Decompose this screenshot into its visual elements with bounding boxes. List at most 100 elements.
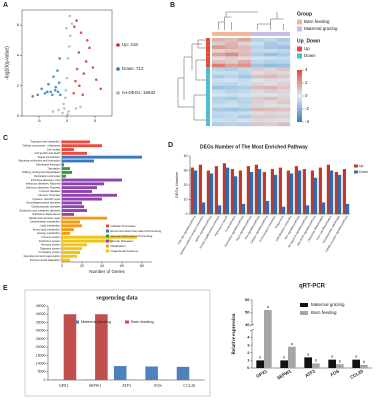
heat-cell bbox=[225, 53, 238, 57]
heat-cell bbox=[238, 115, 251, 119]
bar bbox=[62, 140, 90, 143]
y-tick-label: Infectious diseases: Bacterial bbox=[26, 182, 61, 186]
bar bbox=[194, 171, 197, 215]
heat-cell bbox=[238, 71, 251, 75]
y-tick-label: Substance dependence bbox=[32, 212, 61, 216]
bar bbox=[62, 217, 107, 220]
heat-cell bbox=[277, 97, 290, 101]
bar bbox=[258, 169, 261, 214]
heat-cell bbox=[264, 115, 277, 119]
heat-cell bbox=[225, 60, 238, 64]
heat-cell bbox=[225, 67, 238, 71]
class-bar bbox=[206, 67, 210, 71]
point bbox=[86, 39, 89, 42]
heat-cell bbox=[251, 49, 264, 53]
group-bar bbox=[238, 32, 251, 36]
y-tick-label: 40 bbox=[184, 154, 188, 158]
bar bbox=[191, 168, 194, 214]
y-tick-label: Nervous system bbox=[41, 243, 61, 247]
heat-cell bbox=[251, 122, 264, 126]
heat-cell bbox=[251, 53, 264, 57]
heat-cell bbox=[238, 45, 251, 49]
heat-cell bbox=[212, 122, 225, 126]
heat-cell bbox=[264, 64, 277, 68]
y-axis-label: Relative expression bbox=[232, 313, 237, 354]
y-tick-label: Membrane transport bbox=[36, 163, 60, 167]
y-tick-label: 25000 bbox=[36, 337, 46, 341]
heat-cell bbox=[277, 64, 290, 68]
bar bbox=[298, 171, 301, 215]
heat-cell bbox=[225, 97, 238, 101]
heat-cell bbox=[225, 100, 238, 104]
legend-swatch bbox=[106, 230, 109, 233]
legend-label: Genetic Information Processing bbox=[111, 234, 153, 238]
bar bbox=[336, 364, 344, 368]
heat-cell bbox=[225, 93, 238, 97]
heat-cell bbox=[212, 104, 225, 108]
chart-title: qRT-PCR bbox=[299, 284, 326, 290]
heat-cell bbox=[238, 75, 251, 79]
scale-tick-label: 4 bbox=[305, 67, 308, 72]
heat-cell bbox=[251, 111, 264, 115]
heat-cell bbox=[251, 108, 264, 112]
bar bbox=[312, 363, 320, 368]
x-tick-label: ATF3 bbox=[304, 368, 316, 378]
point bbox=[57, 90, 60, 93]
legend-swatch bbox=[116, 67, 120, 71]
heat-cell bbox=[238, 89, 251, 93]
class-bar bbox=[206, 111, 210, 115]
point bbox=[56, 69, 59, 72]
heat-cell bbox=[251, 93, 264, 97]
bar bbox=[239, 171, 242, 215]
heat-cell bbox=[238, 122, 251, 126]
point bbox=[64, 97, 67, 100]
point bbox=[59, 94, 62, 97]
y-tick-label: Amino acid metabolism bbox=[33, 227, 62, 231]
bar bbox=[62, 228, 74, 231]
bar bbox=[280, 360, 288, 368]
color-scale bbox=[297, 70, 302, 122]
bar bbox=[199, 165, 202, 214]
heat-cell bbox=[264, 93, 277, 97]
heat-cell bbox=[251, 64, 264, 68]
y-tick-label: Global and overview maps bbox=[29, 216, 61, 220]
x-tick-label: 60 bbox=[120, 264, 124, 268]
y-tick-label: 40000 bbox=[36, 312, 46, 316]
class-bar bbox=[206, 82, 210, 86]
x-tick-label: SEPW1 bbox=[276, 368, 293, 380]
y-tick-label: Immune system bbox=[42, 235, 62, 239]
y-tick-label: Development and regeneration bbox=[24, 254, 61, 258]
class-bar bbox=[206, 38, 210, 42]
y-tick-label: Endocrine system bbox=[39, 239, 61, 243]
heat-cell bbox=[251, 60, 264, 64]
legend-swatch bbox=[75, 321, 79, 324]
point bbox=[81, 94, 84, 97]
heat-cell bbox=[277, 71, 290, 75]
heat-cell bbox=[238, 82, 251, 86]
bar bbox=[62, 152, 87, 155]
bar bbox=[62, 198, 102, 201]
point bbox=[78, 84, 81, 87]
bar bbox=[62, 167, 70, 170]
bar bbox=[319, 168, 322, 214]
legend-swatch bbox=[106, 250, 109, 253]
legend-swatch bbox=[297, 27, 302, 32]
point bbox=[44, 92, 47, 95]
heat-cell bbox=[251, 104, 264, 108]
heat-cell bbox=[212, 108, 225, 112]
point bbox=[75, 19, 78, 22]
y-tick-label: 1 bbox=[247, 357, 250, 362]
y-tick-label: Cell growth and death bbox=[34, 151, 61, 155]
heat-cell bbox=[264, 119, 277, 123]
heat-cell bbox=[238, 108, 251, 112]
scale-tick-label: -4 bbox=[305, 119, 309, 124]
legend-label: Up: 418 bbox=[122, 42, 138, 47]
heat-cell bbox=[238, 53, 251, 57]
heat-cell bbox=[238, 49, 251, 53]
bar bbox=[255, 165, 258, 214]
y-tick-label: 2 bbox=[17, 83, 20, 88]
heat-cell bbox=[264, 97, 277, 101]
heat-cell bbox=[264, 89, 277, 93]
bar bbox=[352, 360, 360, 368]
heat-cell bbox=[238, 119, 251, 123]
